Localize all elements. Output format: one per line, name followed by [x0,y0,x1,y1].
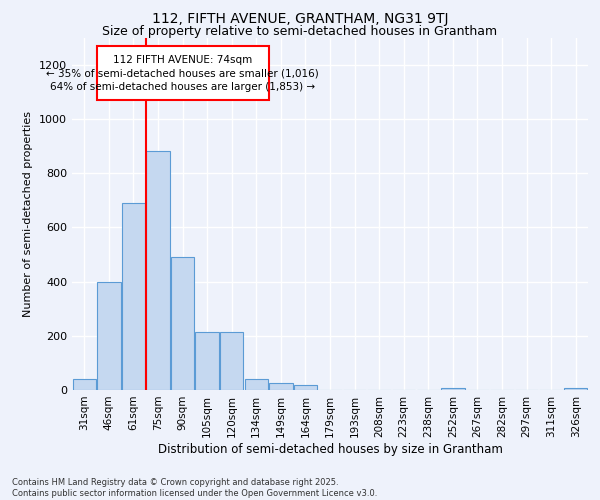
Bar [171,257,194,390]
Text: Size of property relative to semi-detached houses in Grantham: Size of property relative to semi-detach… [103,25,497,38]
Bar [97,282,121,390]
Text: Contains HM Land Registry data © Crown copyright and database right 2025.
Contai: Contains HM Land Registry data © Crown c… [12,478,377,498]
Bar [122,203,145,390]
Text: 112, FIFTH AVENUE, GRANTHAM, NG31 9TJ: 112, FIFTH AVENUE, GRANTHAM, NG31 9TJ [152,12,448,26]
Bar [441,388,464,390]
Text: ← 35% of semi-detached houses are smaller (1,016): ← 35% of semi-detached houses are smalle… [46,68,319,78]
Bar [245,379,268,390]
Bar [146,152,170,390]
Bar [196,332,219,390]
Bar [294,384,317,390]
Bar [73,379,96,390]
Bar [564,388,587,390]
X-axis label: Distribution of semi-detached houses by size in Grantham: Distribution of semi-detached houses by … [158,442,502,456]
Text: 64% of semi-detached houses are larger (1,853) →: 64% of semi-detached houses are larger (… [50,82,315,92]
Text: 112 FIFTH AVENUE: 74sqm: 112 FIFTH AVENUE: 74sqm [113,54,252,64]
Y-axis label: Number of semi-detached properties: Number of semi-detached properties [23,111,34,317]
Bar [220,332,244,390]
FancyBboxPatch shape [97,46,269,100]
Bar [269,383,293,390]
